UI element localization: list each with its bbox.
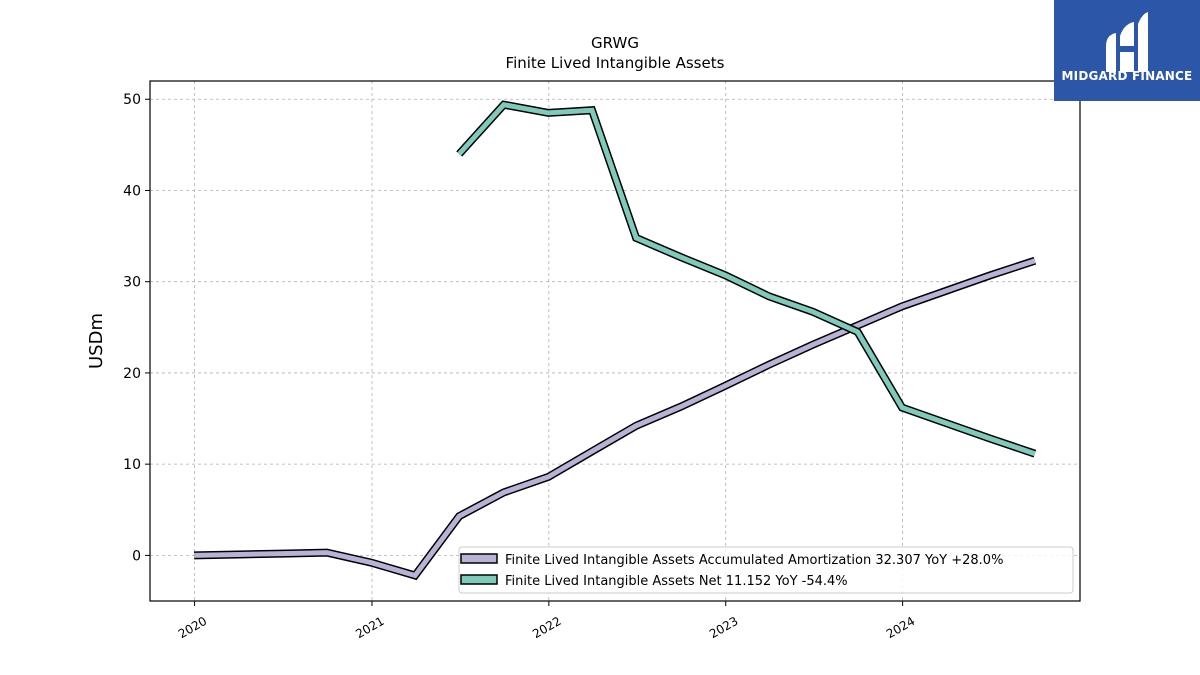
series-line-0 [194,258,1036,579]
y-tick-label: 50 [123,92,141,108]
legend-swatch-1 [460,574,498,585]
legend-swatch-0 [460,553,498,564]
series-line-1 [457,101,1036,457]
y-tick-label: 10 [123,457,141,473]
y-axis-label: USDm [86,313,107,369]
y-tick-label: 0 [132,548,141,564]
chart-title: GRWG [591,34,639,52]
y-tick-label: 40 [123,183,141,199]
chart-subtitle: Finite Lived Intangible Assets [506,54,725,72]
series-lines [194,100,1037,581]
logo-text: MIDGARD FINANCE [1061,69,1193,83]
x-tick-label: 2022 [530,614,563,641]
grid [150,81,1080,601]
x-tick-label: 2023 [707,614,740,641]
legend-label-0: Finite Lived Intangible Assets Accumulat… [505,553,1003,568]
logo-mark-icon [1106,12,1148,72]
x-tick-label: 2021 [353,614,386,641]
legend-label-1: Finite Lived Intangible Assets Net 11.15… [505,574,848,589]
y-tick-label: 20 [123,366,141,382]
legend-box [458,546,1074,594]
series-line-outline-0 [194,256,1037,581]
legend: Finite Lived Intangible Assets Accumulat… [458,546,1074,594]
series-line-outline-1 [456,100,1037,458]
x-tick-label: 2020 [176,614,209,641]
plot-area-frame [149,80,1081,602]
y-tick-label: 30 [123,275,141,291]
x-tick-label: 2024 [884,614,917,641]
midgard-finance-logo: MIDGARD FINANCE [1054,0,1200,101]
